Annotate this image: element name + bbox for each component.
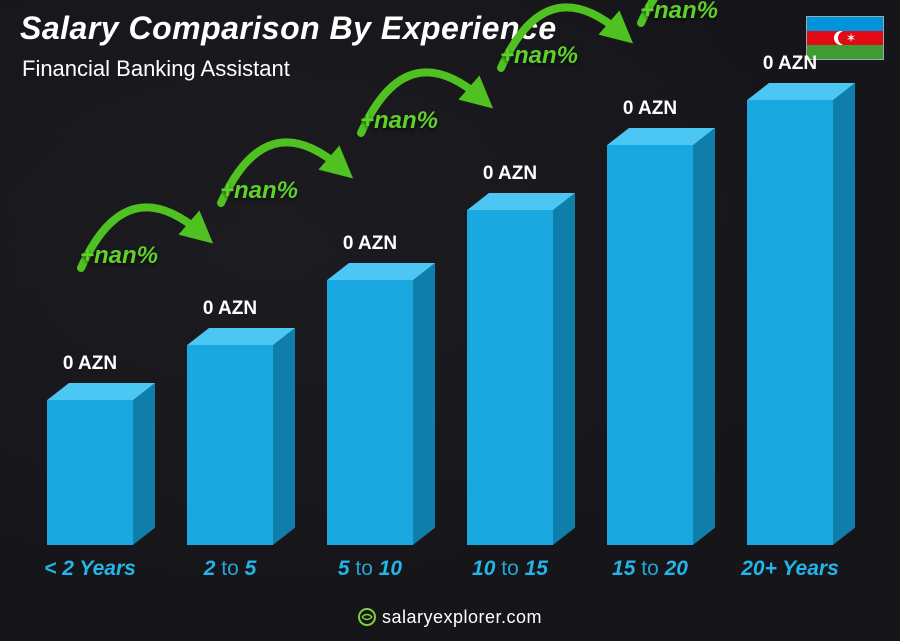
bar-column: 0 AZN+nan%10 to 15: [440, 100, 580, 581]
chart-subtitle: Financial Banking Assistant: [22, 56, 290, 82]
bar: [747, 100, 833, 545]
x-axis-label: 2 to 5: [204, 557, 257, 581]
bar-value-label: 0 AZN: [20, 353, 160, 375]
bar-column: 0 AZN +nan% 2 to 5: [160, 100, 300, 581]
bar: [47, 400, 133, 545]
bar: [607, 145, 693, 545]
bar-value-label: 0 AZN: [580, 98, 720, 120]
bar: [327, 280, 413, 545]
logo-icon: [358, 608, 376, 631]
bar-value-label: 0 AZN: [300, 233, 440, 255]
delta-label: +nan%: [80, 242, 158, 270]
star-icon: ✶: [846, 32, 856, 44]
delta-label: +nan%: [640, 0, 718, 25]
infographic-canvas: Salary Comparison By Experience Financia…: [0, 0, 900, 641]
bar-column: 0 AZN+nan%20+ Years: [720, 100, 860, 581]
bar-value-label: 0 AZN: [160, 298, 300, 320]
source-text: salaryexplorer.com: [382, 607, 542, 627]
x-axis-label: < 2 Years: [44, 557, 136, 581]
flag-stripe-top: [807, 17, 883, 31]
bar: [467, 210, 553, 545]
chart-title: Salary Comparison By Experience: [20, 10, 557, 47]
bar-column: 0 AZN < 2 Years: [20, 100, 160, 581]
delta-label: +nan%: [220, 177, 298, 205]
bar: [187, 345, 273, 545]
flag-emblem: ✶: [834, 31, 856, 45]
bar-value-label: 0 AZN: [720, 53, 860, 75]
bar-column: 0 AZN+nan%15 to 20: [580, 100, 720, 581]
x-axis-label: 20+ Years: [741, 557, 839, 581]
delta-label: +nan%: [500, 42, 578, 70]
x-axis-label: 15 to 20: [612, 557, 688, 581]
x-axis-label: 5 to 10: [338, 557, 402, 581]
bar-chart: 0 AZN< 2 Years0 AZN+nan%2 to 50 AZN+nan%…: [20, 100, 860, 581]
bar-value-label: 0 AZN: [440, 163, 580, 185]
x-axis-label: 10 to 15: [472, 557, 548, 581]
source-footer: salaryexplorer.com: [0, 607, 900, 631]
bar-column: 0 AZN +nan% 5 to 10: [300, 100, 440, 581]
delta-label: +nan%: [360, 107, 438, 135]
